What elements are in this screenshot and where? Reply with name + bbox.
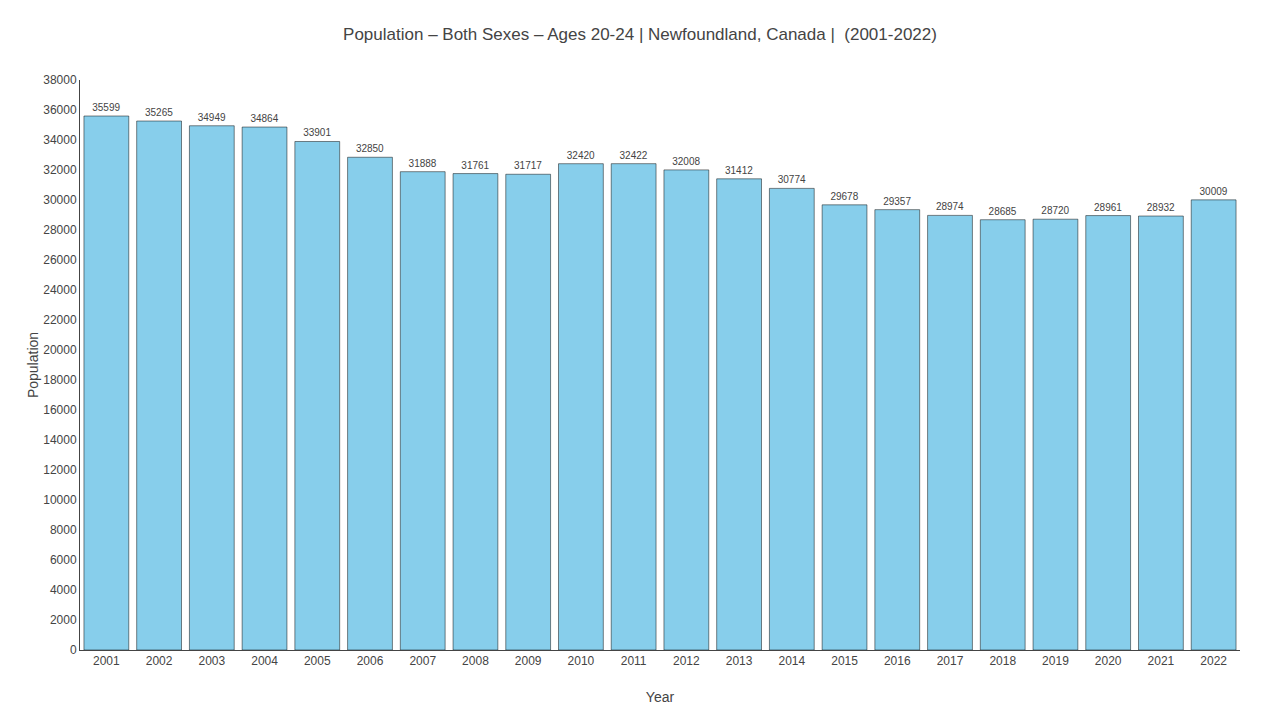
svg-text:38000: 38000 [43, 73, 77, 87]
svg-text:20000: 20000 [43, 343, 77, 357]
svg-text:2015: 2015 [831, 654, 858, 668]
svg-text:33901: 33901 [303, 127, 331, 138]
svg-text:29678: 29678 [830, 191, 858, 202]
svg-text:2018: 2018 [989, 654, 1016, 668]
svg-text:18000: 18000 [43, 373, 77, 387]
svg-text:32850: 32850 [356, 143, 384, 154]
svg-text:31717: 31717 [514, 160, 542, 171]
svg-text:31761: 31761 [461, 160, 489, 171]
svg-text:2019: 2019 [1042, 654, 1069, 668]
svg-text:35599: 35599 [92, 102, 120, 113]
svg-text:Population – Both Sexes – Ages: Population – Both Sexes – Ages 20-24 | N… [343, 25, 937, 44]
svg-text:2012: 2012 [673, 654, 700, 668]
svg-text:28720: 28720 [1041, 205, 1069, 216]
svg-text:30009: 30009 [1200, 186, 1228, 197]
svg-text:2000: 2000 [50, 613, 77, 627]
svg-text:32008: 32008 [672, 156, 700, 167]
svg-text:0: 0 [70, 643, 77, 657]
svg-text:2021: 2021 [1148, 654, 1175, 668]
svg-text:30000: 30000 [43, 193, 77, 207]
svg-text:2022: 2022 [1200, 654, 1227, 668]
svg-text:24000: 24000 [43, 283, 77, 297]
svg-text:2006: 2006 [357, 654, 384, 668]
svg-text:32000: 32000 [43, 163, 77, 177]
svg-text:31888: 31888 [409, 158, 437, 169]
svg-text:2009: 2009 [515, 654, 542, 668]
svg-text:2008: 2008 [462, 654, 489, 668]
svg-text:2016: 2016 [884, 654, 911, 668]
svg-text:29357: 29357 [883, 196, 911, 207]
svg-text:34864: 34864 [250, 113, 278, 124]
svg-text:28932: 28932 [1147, 202, 1175, 213]
svg-text:2014: 2014 [778, 654, 805, 668]
svg-text:28961: 28961 [1094, 202, 1122, 213]
svg-text:30774: 30774 [778, 174, 806, 185]
svg-text:36000: 36000 [43, 103, 77, 117]
svg-text:26000: 26000 [43, 253, 77, 267]
svg-text:31412: 31412 [725, 165, 753, 176]
svg-text:28685: 28685 [989, 206, 1017, 217]
svg-text:2013: 2013 [726, 654, 753, 668]
svg-text:28974: 28974 [936, 201, 964, 212]
svg-text:35265: 35265 [145, 107, 173, 118]
svg-text:2011: 2011 [621, 654, 647, 668]
svg-text:4000: 4000 [50, 583, 77, 597]
svg-text:28000: 28000 [43, 223, 77, 237]
svg-text:16000: 16000 [43, 403, 77, 417]
svg-text:Population: Population [25, 332, 41, 398]
svg-text:2002: 2002 [146, 654, 173, 668]
svg-text:Year: Year [646, 689, 675, 705]
svg-text:2004: 2004 [251, 654, 278, 668]
svg-text:14000: 14000 [43, 433, 77, 447]
svg-text:22000: 22000 [43, 313, 77, 327]
svg-text:2020: 2020 [1095, 654, 1122, 668]
svg-text:2001: 2001 [93, 654, 120, 668]
svg-text:32422: 32422 [620, 150, 648, 161]
svg-text:10000: 10000 [43, 493, 77, 507]
svg-text:2005: 2005 [304, 654, 331, 668]
svg-text:2010: 2010 [568, 654, 595, 668]
svg-text:12000: 12000 [43, 463, 77, 477]
svg-text:2017: 2017 [937, 654, 964, 668]
svg-text:34000: 34000 [43, 133, 77, 147]
svg-text:6000: 6000 [50, 553, 77, 567]
svg-text:2007: 2007 [409, 654, 436, 668]
svg-text:2003: 2003 [198, 654, 225, 668]
svg-text:8000: 8000 [50, 523, 77, 537]
svg-text:34949: 34949 [198, 112, 226, 123]
svg-text:32420: 32420 [567, 150, 595, 161]
